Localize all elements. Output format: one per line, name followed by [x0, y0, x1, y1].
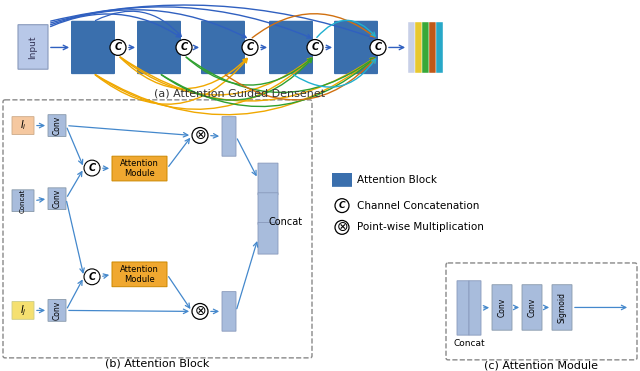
- Circle shape: [335, 220, 349, 234]
- FancyBboxPatch shape: [48, 115, 66, 137]
- FancyBboxPatch shape: [112, 156, 167, 181]
- FancyBboxPatch shape: [469, 281, 481, 335]
- Text: C: C: [374, 42, 381, 52]
- Text: Attention
Module: Attention Module: [120, 265, 159, 284]
- Text: C: C: [115, 42, 122, 52]
- Circle shape: [110, 40, 126, 55]
- Text: Conv: Conv: [52, 301, 61, 320]
- FancyBboxPatch shape: [12, 302, 34, 319]
- FancyBboxPatch shape: [201, 21, 245, 74]
- Text: Conv: Conv: [497, 298, 506, 317]
- FancyBboxPatch shape: [269, 21, 313, 74]
- Text: Concat: Concat: [269, 217, 303, 227]
- Text: Conv: Conv: [52, 189, 61, 209]
- Text: $\otimes$: $\otimes$: [336, 220, 348, 234]
- FancyBboxPatch shape: [12, 116, 34, 134]
- Text: Point-wise Multiplication: Point-wise Multiplication: [357, 222, 484, 232]
- Circle shape: [176, 40, 192, 55]
- Text: C: C: [88, 272, 95, 282]
- FancyBboxPatch shape: [222, 116, 236, 156]
- FancyBboxPatch shape: [258, 223, 278, 254]
- Circle shape: [192, 128, 208, 143]
- Circle shape: [84, 160, 100, 176]
- FancyBboxPatch shape: [258, 163, 278, 195]
- FancyBboxPatch shape: [457, 281, 469, 335]
- FancyBboxPatch shape: [18, 25, 48, 69]
- FancyBboxPatch shape: [446, 263, 637, 360]
- FancyBboxPatch shape: [258, 193, 278, 224]
- Circle shape: [335, 199, 349, 213]
- Text: C: C: [180, 42, 188, 52]
- Text: $I_j$: $I_j$: [20, 303, 26, 318]
- Circle shape: [84, 269, 100, 285]
- FancyBboxPatch shape: [3, 100, 312, 358]
- FancyBboxPatch shape: [415, 22, 422, 73]
- FancyBboxPatch shape: [552, 285, 572, 330]
- FancyBboxPatch shape: [422, 22, 429, 73]
- Circle shape: [307, 40, 323, 55]
- Text: Conv: Conv: [52, 116, 61, 135]
- FancyBboxPatch shape: [112, 262, 167, 287]
- Text: Conv: Conv: [527, 298, 536, 317]
- FancyBboxPatch shape: [48, 299, 66, 321]
- FancyBboxPatch shape: [48, 188, 66, 210]
- Circle shape: [370, 40, 386, 55]
- Text: (a) Attention Guided Densenet: (a) Attention Guided Densenet: [154, 89, 326, 99]
- Text: Attention Block: Attention Block: [357, 175, 437, 185]
- FancyBboxPatch shape: [137, 21, 181, 74]
- Text: $I_i$: $I_i$: [20, 119, 26, 132]
- Text: Input: Input: [29, 35, 38, 59]
- FancyBboxPatch shape: [522, 285, 542, 330]
- FancyBboxPatch shape: [334, 21, 378, 74]
- Text: $\otimes$: $\otimes$: [194, 305, 206, 318]
- Text: Sigmoid: Sigmoid: [557, 292, 566, 323]
- Text: C: C: [312, 42, 319, 52]
- FancyBboxPatch shape: [12, 190, 34, 211]
- Text: C: C: [246, 42, 253, 52]
- Text: Channel Concatenation: Channel Concatenation: [357, 201, 479, 211]
- Text: Attention
Module: Attention Module: [120, 159, 159, 178]
- Text: (b) Attention Block: (b) Attention Block: [106, 359, 210, 369]
- FancyBboxPatch shape: [492, 285, 512, 330]
- Text: C: C: [339, 201, 346, 210]
- FancyBboxPatch shape: [408, 22, 415, 73]
- FancyBboxPatch shape: [429, 22, 436, 73]
- Text: (c) Attention Module: (c) Attention Module: [484, 361, 598, 371]
- FancyBboxPatch shape: [71, 21, 115, 74]
- Circle shape: [192, 303, 208, 319]
- FancyBboxPatch shape: [332, 173, 352, 187]
- Text: Concat: Concat: [20, 188, 26, 213]
- Text: Concat: Concat: [453, 339, 485, 348]
- FancyBboxPatch shape: [436, 22, 443, 73]
- FancyBboxPatch shape: [222, 292, 236, 331]
- Circle shape: [242, 40, 258, 55]
- Text: $\otimes$: $\otimes$: [194, 128, 206, 142]
- Text: C: C: [88, 163, 95, 173]
